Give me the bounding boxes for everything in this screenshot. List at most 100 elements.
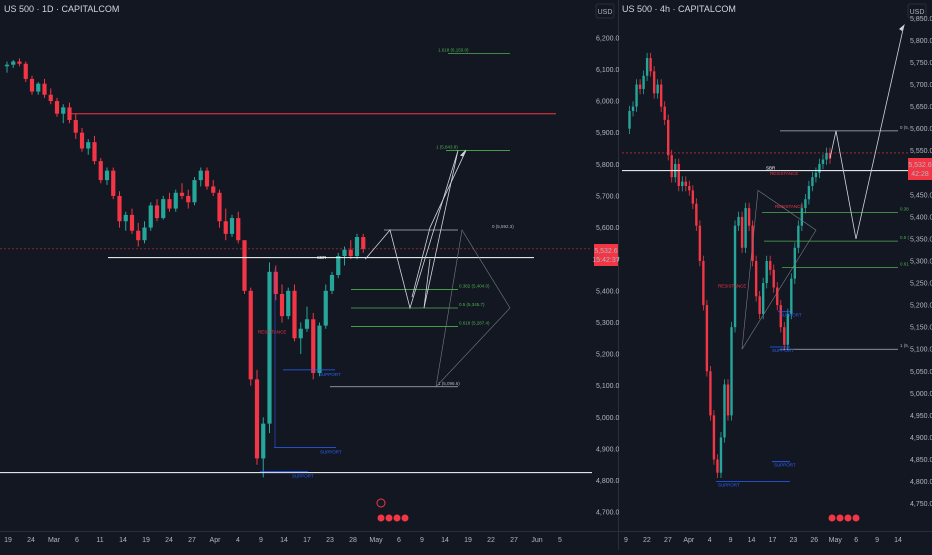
price-badge-value: 5,532.6 xyxy=(594,248,617,255)
candle-body xyxy=(793,247,797,279)
y-tick-label: 6,100.0 xyxy=(596,67,619,74)
chart-title-4h: US 500 · 4h · CAPITALCOM xyxy=(622,4,736,14)
fib-level-label: 0 (5,592.3) xyxy=(492,224,514,229)
candle-body xyxy=(726,384,730,416)
y-tick-label: 5,250.0 xyxy=(910,281,932,288)
fib-level-label: 0.5 (5,345.7) xyxy=(459,302,485,307)
x-tick-label: 19 xyxy=(4,537,12,544)
y-tick-label: 5,900.0 xyxy=(596,130,619,137)
candle-body xyxy=(631,106,635,112)
candle-body xyxy=(776,287,779,306)
fib-level-label: 1 (5,843.8) xyxy=(436,144,458,149)
triangle-pattern[interactable] xyxy=(741,189,817,350)
candle-body xyxy=(348,249,353,257)
earnings-icon[interactable] xyxy=(401,514,409,522)
candle-body xyxy=(242,240,247,291)
resistance-tag: RESISTANCE xyxy=(775,204,803,209)
fib-level-label: 0.618 (5,287.4) xyxy=(459,320,490,325)
currency-button-4h[interactable] xyxy=(907,3,927,19)
resistance-tag: RESISTANCE xyxy=(770,171,798,176)
candle-body xyxy=(167,199,172,209)
event-icon[interactable] xyxy=(376,498,386,508)
support-tag: SUPPORT xyxy=(772,348,794,353)
x-tick-label: 9 xyxy=(875,537,879,544)
x-tick-label: 9 xyxy=(259,537,263,544)
candle-body xyxy=(61,107,66,114)
candle-body xyxy=(730,327,733,416)
currency-label: USD xyxy=(598,9,613,16)
projection-path[interactable] xyxy=(364,150,459,310)
candle-body xyxy=(797,225,800,248)
x-tick-label: 27 xyxy=(664,537,672,544)
candle-body xyxy=(54,101,60,114)
candle-body xyxy=(342,249,347,257)
candle-body xyxy=(825,152,828,160)
candle-body xyxy=(695,203,698,226)
candle-body xyxy=(23,63,28,79)
candle-body xyxy=(148,205,153,228)
level-tag: SBR xyxy=(317,255,327,260)
triangle-pattern[interactable] xyxy=(435,229,511,388)
currency-label-4h: USD xyxy=(910,9,925,16)
candle-body xyxy=(136,230,141,241)
x-tick-label: 4 xyxy=(708,537,712,544)
earnings-icon[interactable] xyxy=(844,514,852,522)
fib-level-label: 0 (5, xyxy=(900,125,909,130)
chart-panel-4h xyxy=(618,0,932,550)
projection-path[interactable] xyxy=(829,24,905,240)
earnings-icon[interactable] xyxy=(828,514,836,522)
candle-body xyxy=(681,181,684,187)
earnings-icon[interactable] xyxy=(385,514,393,522)
fib-level-label: 0.38 xyxy=(900,206,909,211)
candle-body xyxy=(4,64,10,67)
candle-body xyxy=(29,78,35,92)
x-tick-label: 9 xyxy=(420,537,424,544)
candle-body xyxy=(769,261,772,270)
event-markers[interactable] xyxy=(376,498,860,522)
y-tick-label: 5,300.0 xyxy=(910,259,932,266)
candle-body xyxy=(818,163,821,173)
candle-body xyxy=(73,120,78,133)
y-tick-label: 5,200.0 xyxy=(910,303,932,310)
y-tick-label: 5,350.0 xyxy=(910,236,932,243)
y-tick-label: 4,900.0 xyxy=(910,435,932,442)
candle-body xyxy=(705,305,709,372)
projection-arrow[interactable] xyxy=(411,150,467,298)
resistance-tag: RESISTANCE xyxy=(258,330,286,335)
candle-body xyxy=(129,214,135,231)
candle-body xyxy=(765,261,768,284)
chart-title: US 500 · 1D · CAPITALCOM xyxy=(4,4,119,14)
candle-body xyxy=(92,142,97,162)
candle-body xyxy=(236,218,241,241)
y-tick-label: 4,800.0 xyxy=(596,478,619,485)
candle-body xyxy=(161,199,166,219)
support-tag: SUPPORT xyxy=(774,463,796,468)
candle-body xyxy=(17,61,22,64)
candle-body xyxy=(261,423,266,459)
x-tick-label: 14 xyxy=(119,537,127,544)
x-tick-label: Mar xyxy=(48,537,61,544)
candle-body xyxy=(758,296,761,314)
x-tick-label: May xyxy=(829,537,843,544)
candle-body xyxy=(311,319,316,374)
candle-body xyxy=(179,192,185,196)
candle-body xyxy=(42,83,47,95)
x-tick-label: 17 xyxy=(769,537,777,544)
y-tick-label: 5,100.0 xyxy=(596,383,619,390)
candle-body xyxy=(642,75,645,89)
earnings-icon[interactable] xyxy=(377,514,385,522)
candle-body xyxy=(652,71,656,94)
x-tick-label: 14 xyxy=(748,537,756,544)
candle-body xyxy=(821,159,825,164)
earnings-icon[interactable] xyxy=(836,514,844,522)
candle-body xyxy=(142,227,147,241)
x-tick-label: 5 xyxy=(558,537,562,544)
earnings-icon[interactable] xyxy=(393,514,401,522)
earnings-icon[interactable] xyxy=(852,514,860,522)
y-tick-label: 4,800.0 xyxy=(910,479,932,486)
candle-body xyxy=(702,261,705,306)
y-tick-label: 5,600.0 xyxy=(910,126,932,133)
x-tick-label: 28 xyxy=(349,537,357,544)
currency-button[interactable] xyxy=(595,3,615,19)
